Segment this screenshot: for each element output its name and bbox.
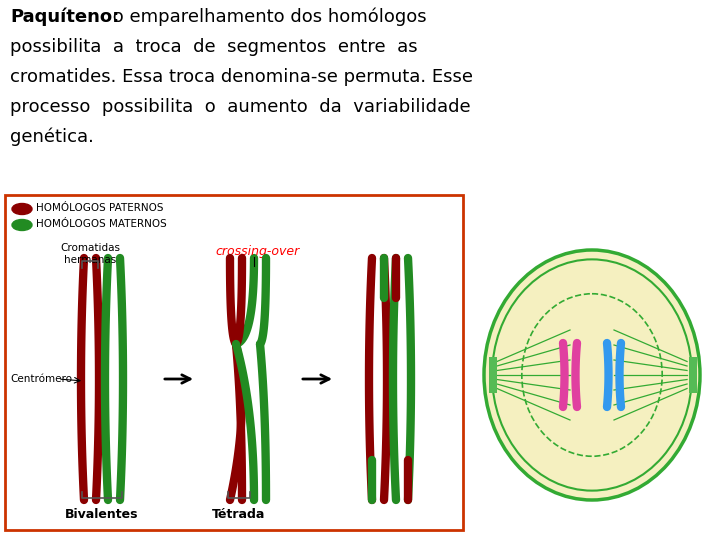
- Text: Centrómero: Centrómero: [10, 374, 72, 384]
- FancyBboxPatch shape: [689, 381, 697, 393]
- FancyBboxPatch shape: [489, 369, 497, 381]
- Text: Paquíteno:: Paquíteno:: [10, 8, 120, 26]
- FancyBboxPatch shape: [689, 357, 697, 369]
- Ellipse shape: [12, 204, 32, 214]
- FancyBboxPatch shape: [5, 195, 463, 530]
- Ellipse shape: [484, 250, 700, 500]
- Text: Tétrada: Tétrada: [212, 508, 266, 521]
- Text: Bivalentes: Bivalentes: [66, 508, 139, 521]
- FancyBboxPatch shape: [689, 369, 697, 381]
- Text: crossing-over: crossing-over: [216, 245, 300, 258]
- FancyBboxPatch shape: [489, 381, 497, 393]
- Text: HOMÓLOGOS MATERNOS: HOMÓLOGOS MATERNOS: [36, 219, 167, 229]
- Text: possibilita  a  troca  de  segmentos  entre  as: possibilita a troca de segmentos entre a…: [10, 38, 418, 56]
- Text: Cromatidas
hermanas: Cromatidas hermanas: [60, 243, 120, 265]
- Ellipse shape: [12, 219, 32, 231]
- Text: processo  possibilita  o  aumento  da  variabilidade: processo possibilita o aumento da variab…: [10, 98, 471, 116]
- Text: o emparelhamento dos homólogos: o emparelhamento dos homólogos: [107, 8, 427, 26]
- Text: HOMÓLOGOS PATERNOS: HOMÓLOGOS PATERNOS: [36, 203, 163, 213]
- Text: cromatides. Essa troca denomina-se permuta. Esse: cromatides. Essa troca denomina-se permu…: [10, 68, 473, 86]
- Text: genética.: genética.: [10, 128, 94, 146]
- FancyBboxPatch shape: [489, 357, 497, 369]
